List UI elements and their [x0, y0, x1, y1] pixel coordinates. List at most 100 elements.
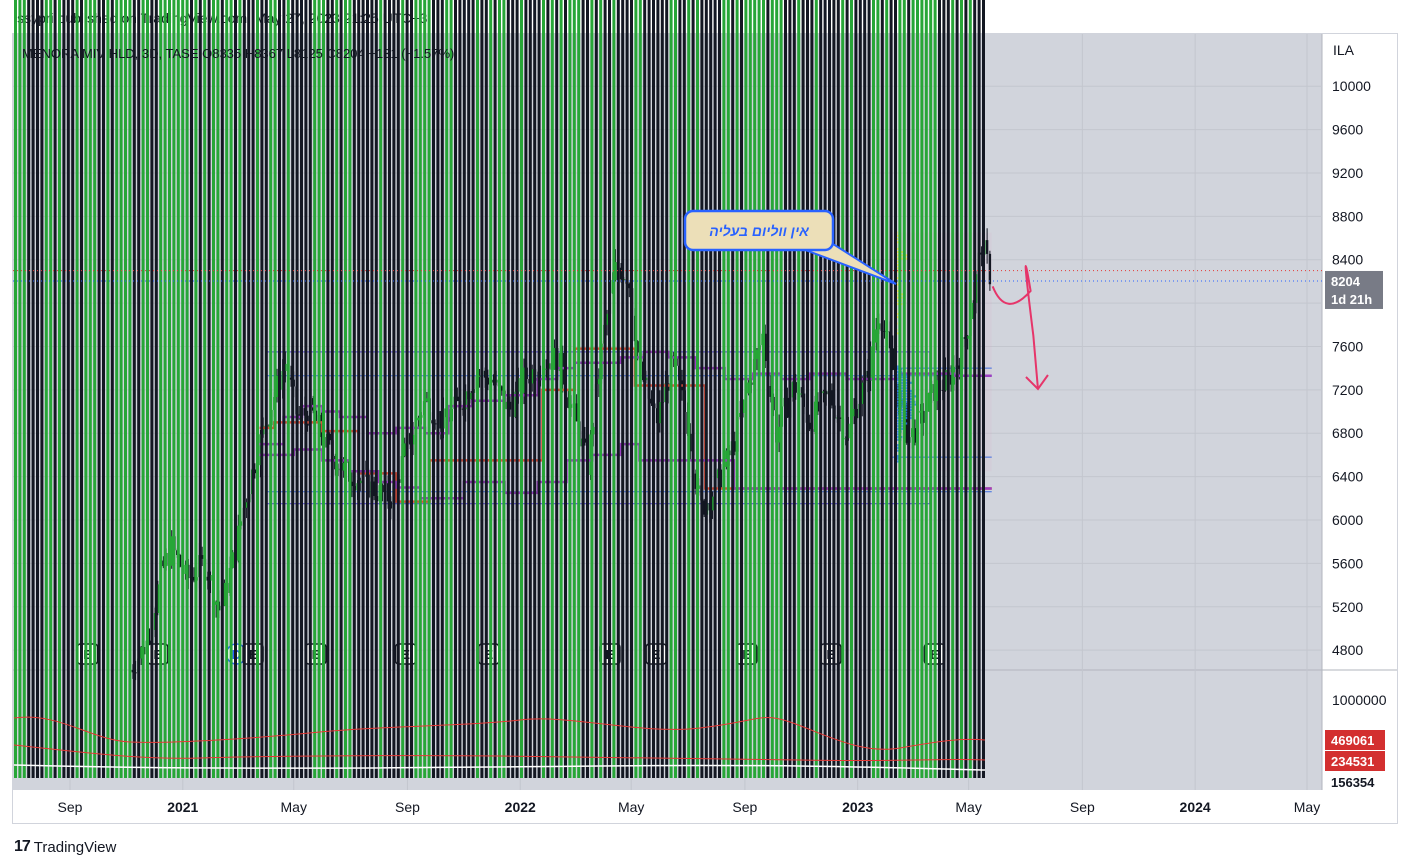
volume-bar: [216, 0, 220, 778]
volume-bar: [924, 0, 928, 778]
candle-body: [891, 348, 895, 370]
candle-body: [822, 391, 825, 394]
candle-body: [725, 450, 728, 467]
y-tick-label: 7200: [1332, 382, 1363, 398]
candle-body: [456, 396, 459, 402]
candle-body: [944, 369, 947, 391]
volume-bar: [524, 0, 528, 778]
volume-bar: [414, 0, 418, 778]
volume-bar: [885, 0, 889, 778]
volume-bar: [198, 0, 202, 778]
candle-body: [470, 392, 473, 400]
volume-bar: [634, 0, 638, 778]
volume-bar: [454, 0, 457, 778]
last-price-badge[interactable]: [1325, 270, 1383, 309]
x-tick-label: Sep: [58, 799, 83, 815]
volume-bar: [168, 0, 171, 778]
volume-bar: [810, 0, 814, 778]
volume-value-badge[interactable]: [1325, 730, 1385, 750]
candle-body: [214, 601, 218, 605]
volume-bar: [229, 0, 233, 778]
volume-bar: [625, 0, 629, 778]
candle-body: [874, 329, 878, 343]
volume-bar: [704, 0, 708, 778]
candle-body: [628, 283, 631, 289]
volume-bar: [982, 0, 985, 778]
y-tick-label: 10000: [1332, 78, 1371, 94]
volume-value-badge[interactable]: [1325, 772, 1385, 792]
volume-bar: [300, 0, 303, 778]
volume-bar: [660, 0, 664, 778]
volume-profile-bar: [894, 446, 900, 449]
volume-tick-label: 1000000: [1332, 692, 1387, 708]
candle-body: [492, 379, 495, 383]
volume-bar: [256, 0, 259, 778]
volume-bar: [550, 0, 554, 778]
volume-bar: [938, 0, 941, 778]
volume-bar: [212, 0, 215, 779]
volume-bar: [731, 0, 735, 779]
volume-bar: [286, 0, 290, 778]
candle-body: [508, 401, 512, 410]
volume-bar: [401, 0, 405, 778]
volume-bar: [836, 0, 840, 778]
candle-body: [531, 369, 534, 384]
candle-body: [156, 584, 160, 614]
volume-bar: [423, 0, 427, 778]
volume-bar: [920, 0, 924, 779]
volume-bar: [313, 0, 317, 778]
volume-bar: [361, 0, 365, 778]
candle-body: [800, 393, 803, 395]
volume-bar: [788, 0, 792, 778]
tradingview-footer[interactable]: 17 TradingView: [14, 838, 116, 856]
volume-value-badge[interactable]: [1325, 751, 1385, 771]
volume-bar: [445, 0, 449, 778]
x-tick-label: May: [1294, 799, 1320, 815]
volume-bar: [973, 0, 977, 778]
volume-bar: [410, 0, 413, 778]
volume-upper-band: [13, 716, 986, 750]
volume-bar: [27, 0, 31, 778]
candle-body: [816, 401, 820, 412]
volume-bar: [489, 0, 493, 778]
volume-bar: [506, 0, 510, 778]
volume-profile-bar-yellow: [894, 290, 902, 293]
volume-bar: [854, 0, 858, 778]
volume-bar: [251, 0, 255, 778]
candle-body: [178, 555, 182, 567]
candle-body: [544, 368, 548, 370]
volume-bar: [682, 0, 686, 778]
volume-bar: [247, 0, 251, 778]
volume-bar: [511, 0, 515, 778]
volume-bar: [616, 0, 620, 778]
volume-bar: [471, 0, 475, 778]
y-tick-label: 7600: [1332, 338, 1363, 354]
candle-body: [350, 481, 354, 487]
volume-bar: [102, 0, 105, 778]
candle-body: [372, 481, 376, 497]
volume-bar: [339, 0, 343, 778]
forecast-arrow[interactable]: [991, 265, 1039, 390]
candle-body: [342, 463, 345, 471]
candle-body: [425, 398, 429, 402]
volume-bar: [612, 0, 616, 778]
volume-bar: [850, 0, 853, 778]
volume-bar: [66, 0, 70, 778]
x-tick-label: 2024: [1180, 799, 1211, 815]
volume-bar: [568, 0, 572, 778]
candle-body: [170, 536, 173, 566]
candle-body: [284, 363, 287, 371]
volume-profile-bar: [894, 384, 910, 387]
candle-body: [619, 267, 623, 280]
callout-note[interactable]: אין ווליום בעליה: [683, 209, 897, 285]
volume-bar: [599, 0, 603, 778]
candle-body: [522, 367, 526, 393]
volume-bar: [819, 0, 823, 778]
volume-bar: [31, 0, 35, 778]
last-price-label: 8204: [1331, 274, 1361, 289]
x-tick-label: 2023: [842, 799, 873, 815]
tradingview-logo-icon: 17: [14, 838, 31, 855]
volume-bar: [726, 0, 730, 778]
x-tick-label: Sep: [732, 799, 757, 815]
